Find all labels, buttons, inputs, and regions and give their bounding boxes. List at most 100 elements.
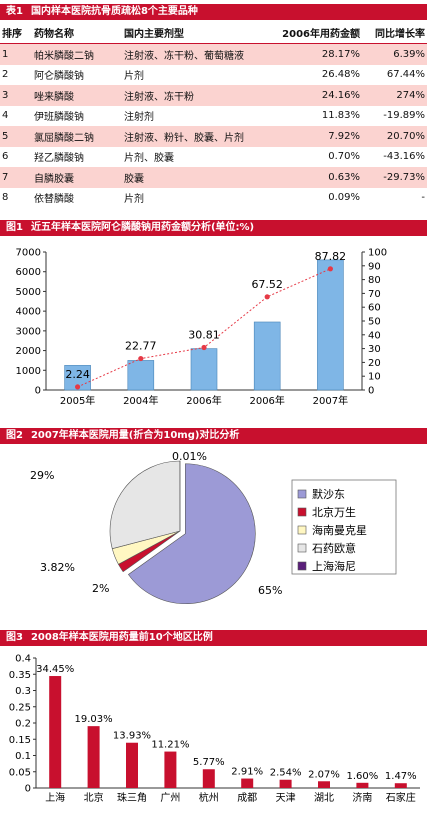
slice-label: 2%	[92, 582, 109, 595]
y2-tick-label: 40	[368, 330, 381, 341]
x-tick-label: 成都	[237, 792, 257, 804]
data-label: 2.54%	[270, 768, 302, 779]
x-tick-label: 石家庄	[386, 791, 416, 804]
data-label: 5.77%	[193, 757, 225, 768]
data-label: 11.21%	[151, 740, 189, 751]
cell-growth: 67.44%	[386, 69, 425, 81]
y-tick-label: 4000	[16, 307, 41, 318]
x-tick-label: 2006年	[249, 394, 284, 407]
table-row: 6 羟乙膦酸钠 片剂、胶囊 0.70% -43.16%	[0, 147, 427, 168]
table-header-row: 排序 药物名称 国内主要剂型 2006年用药金额 同比增长率	[0, 22, 427, 44]
cell-drug: 阿仑膦酸钠	[34, 71, 84, 83]
legend-label: 海南曼克星	[312, 523, 367, 537]
table-row: 2 阿仑膦酸钠 片剂 26.48% 67.44%	[0, 65, 427, 86]
bar	[241, 778, 254, 788]
data-label: 2.24	[65, 368, 90, 381]
table-row: 8 依替膦酸 片剂 0.09% -	[0, 188, 427, 209]
x-tick-label: 杭州	[199, 791, 219, 804]
table1-header: 表1 国内样本医院抗骨质疏松8个主要品种	[0, 4, 427, 20]
cell-drug: 伊班膦酸钠	[34, 112, 84, 124]
legend-label: 北京万生	[312, 505, 356, 519]
cell-growth: -	[421, 192, 425, 204]
y2-tick-label: 60	[368, 303, 381, 314]
bar	[87, 726, 100, 788]
cell-drug: 依替膦酸	[34, 194, 74, 206]
y-tick-label: 0.4	[15, 654, 31, 665]
cell-amount: 0.70%	[328, 151, 360, 163]
cell-growth: 274%	[362, 85, 427, 106]
data-label: 1.60%	[347, 771, 379, 782]
bar	[127, 360, 155, 391]
cell-rank: 1	[0, 43, 32, 65]
y2-tick-label: 80	[368, 275, 381, 286]
cell-amount: 0.63%	[266, 167, 362, 188]
pie-slice	[109, 460, 181, 550]
x-tick-label: 2007年	[313, 394, 348, 407]
cell-rank: 6	[2, 151, 9, 163]
legend-label: 上海海尼	[312, 559, 356, 573]
bar	[190, 348, 218, 391]
cell-form: 注射液、冻干粉、葡萄糖液	[122, 43, 266, 65]
legend-swatch	[297, 507, 307, 517]
y2-tick-label: 90	[368, 261, 381, 272]
cell-growth: 6.39%	[362, 43, 427, 65]
figure1-header: 图1 近五年样本医院阿仑膦酸钠用药金额分析(单位:%)	[0, 220, 427, 236]
cell-amount: 24.16%	[266, 85, 362, 106]
line-point	[201, 344, 207, 351]
cell-amount: 7.92%	[266, 126, 362, 147]
cell-rank: 5	[0, 126, 32, 147]
x-tick-label: 广州	[160, 792, 180, 804]
x-tick-label: 2006年	[186, 394, 221, 407]
cell-growth: -29.73%	[362, 167, 427, 188]
cell-drug: 唑来膦酸	[32, 85, 122, 106]
x-tick-label: 天津	[276, 792, 296, 804]
cell-form: 注射液、冻干粉	[122, 85, 266, 106]
data-label: 13.93%	[113, 731, 151, 742]
bar	[318, 781, 330, 788]
y2-tick-label: 0	[368, 386, 374, 397]
y2-tick-label: 50	[368, 317, 381, 328]
y-tick-label: 0.35	[9, 670, 31, 681]
y-tick-label: 0	[35, 386, 41, 397]
legend-swatch	[297, 489, 307, 499]
data-label: 2.07%	[308, 769, 340, 780]
bar	[164, 751, 177, 788]
cell-drug: 羟乙膦酸钠	[34, 153, 84, 165]
y-tick-label: 3000	[16, 326, 41, 337]
y2-tick-label: 30	[368, 344, 381, 355]
col-drug: 药物名称	[32, 22, 122, 44]
cell-rank: 8	[2, 192, 9, 204]
y-tick-label: 0	[25, 784, 31, 795]
bar	[317, 259, 344, 391]
bar	[394, 783, 407, 788]
data-label: 34.45%	[36, 664, 74, 675]
legend-label: 默沙东	[312, 488, 345, 501]
data-label: 30.81	[188, 328, 220, 341]
cell-growth: 20.70%	[362, 126, 427, 147]
cell-rank: 7	[0, 167, 32, 188]
cell-rank: 3	[0, 85, 32, 106]
line-point	[264, 294, 270, 300]
cell-form: 胶囊	[122, 167, 266, 188]
drug-table: 排序 药物名称 国内主要剂型 2006年用药金额 同比增长率 1 帕米膦酸二钠 注射…	[0, 22, 427, 208]
cell-form: 片剂	[124, 194, 144, 206]
slice-label: 0.01%	[172, 450, 207, 463]
cell-amount: 11.83%	[321, 110, 360, 122]
legend-swatch	[297, 561, 307, 571]
y2-tick-label: 20	[368, 358, 381, 369]
bar	[49, 676, 62, 788]
data-label: 22.77	[125, 340, 157, 353]
cell-form: 片剂	[124, 71, 144, 83]
cell-growth: -43.16%	[383, 151, 425, 163]
y-tick-label: 0.1	[15, 751, 31, 762]
slice-label: 65%	[258, 584, 282, 597]
bar	[253, 321, 281, 391]
y-tick-label: 6000	[16, 267, 41, 278]
cell-drug: 氯屈膦酸二钠	[32, 126, 122, 147]
bar	[126, 742, 138, 788]
x-tick-label: 2005年	[60, 394, 95, 407]
figure2-title: 2007年样本医院用量(折合为10mg)对比分析	[30, 430, 240, 441]
y-tick-label: 0.05	[9, 767, 31, 778]
table-row: 4 伊班膦酸钠 注射剂 11.83% -19.89%	[0, 106, 427, 127]
x-tick-label: 上海	[45, 791, 65, 804]
